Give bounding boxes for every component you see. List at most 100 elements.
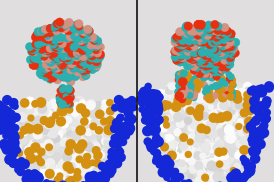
Circle shape <box>102 129 112 140</box>
Circle shape <box>27 178 35 182</box>
Circle shape <box>247 161 256 171</box>
Circle shape <box>87 58 95 67</box>
Circle shape <box>110 134 118 142</box>
Circle shape <box>167 92 177 102</box>
Circle shape <box>33 42 41 50</box>
Circle shape <box>44 159 53 168</box>
Circle shape <box>189 56 197 64</box>
Circle shape <box>56 34 64 43</box>
Circle shape <box>16 163 25 172</box>
Circle shape <box>203 119 211 127</box>
Circle shape <box>226 154 236 164</box>
Circle shape <box>208 37 216 46</box>
Circle shape <box>205 128 213 136</box>
Circle shape <box>216 58 224 67</box>
Circle shape <box>88 65 96 74</box>
Circle shape <box>79 142 88 151</box>
Circle shape <box>178 86 188 96</box>
Circle shape <box>201 58 210 66</box>
Circle shape <box>79 27 88 36</box>
Circle shape <box>65 99 73 107</box>
Circle shape <box>172 51 181 60</box>
Circle shape <box>38 125 46 132</box>
Circle shape <box>52 156 60 164</box>
Circle shape <box>174 47 183 56</box>
Circle shape <box>70 64 78 73</box>
Circle shape <box>184 50 192 59</box>
Circle shape <box>177 144 186 153</box>
Circle shape <box>70 144 78 153</box>
Circle shape <box>78 54 87 62</box>
Circle shape <box>82 164 92 174</box>
Circle shape <box>46 24 55 33</box>
Circle shape <box>31 33 40 41</box>
Circle shape <box>33 106 41 114</box>
Circle shape <box>38 62 47 71</box>
Circle shape <box>64 44 72 52</box>
Circle shape <box>17 157 26 165</box>
Circle shape <box>39 106 50 116</box>
Circle shape <box>172 115 181 124</box>
Circle shape <box>48 100 58 109</box>
Circle shape <box>28 126 39 136</box>
Circle shape <box>79 58 87 66</box>
Circle shape <box>199 38 207 46</box>
Circle shape <box>160 143 169 152</box>
Circle shape <box>114 152 123 161</box>
Circle shape <box>5 115 15 124</box>
Circle shape <box>96 43 104 51</box>
Circle shape <box>231 169 239 177</box>
Circle shape <box>55 65 64 73</box>
Circle shape <box>226 133 236 144</box>
Circle shape <box>164 87 172 95</box>
Circle shape <box>190 94 198 101</box>
Circle shape <box>37 147 45 156</box>
Circle shape <box>22 173 32 182</box>
Circle shape <box>52 69 61 77</box>
Circle shape <box>202 96 212 105</box>
Circle shape <box>40 164 50 174</box>
Circle shape <box>209 171 218 179</box>
Circle shape <box>74 68 82 76</box>
Circle shape <box>233 94 242 104</box>
Circle shape <box>218 65 226 73</box>
Circle shape <box>165 124 175 134</box>
Circle shape <box>51 29 60 38</box>
Circle shape <box>186 87 194 95</box>
Circle shape <box>188 136 198 146</box>
Circle shape <box>58 123 68 133</box>
Circle shape <box>226 89 232 95</box>
Circle shape <box>200 53 209 62</box>
Circle shape <box>57 123 67 134</box>
Circle shape <box>89 176 99 182</box>
Circle shape <box>34 28 42 36</box>
Circle shape <box>48 113 55 120</box>
Circle shape <box>36 135 44 143</box>
Circle shape <box>19 123 26 131</box>
Circle shape <box>231 102 240 111</box>
Circle shape <box>187 145 196 154</box>
Circle shape <box>70 43 78 51</box>
Circle shape <box>58 108 67 117</box>
Circle shape <box>188 47 196 56</box>
Circle shape <box>51 23 59 32</box>
Circle shape <box>90 40 99 49</box>
Circle shape <box>58 180 68 182</box>
Circle shape <box>218 93 227 102</box>
Circle shape <box>202 126 211 134</box>
Circle shape <box>76 60 84 68</box>
Circle shape <box>185 179 193 182</box>
Circle shape <box>110 124 120 133</box>
Circle shape <box>0 100 1 109</box>
Circle shape <box>116 136 124 144</box>
Circle shape <box>122 121 130 129</box>
Circle shape <box>83 64 92 73</box>
Circle shape <box>8 149 18 159</box>
Circle shape <box>83 65 91 74</box>
Circle shape <box>173 34 181 43</box>
Circle shape <box>206 34 214 42</box>
Circle shape <box>179 133 188 142</box>
Circle shape <box>181 143 192 154</box>
Circle shape <box>0 111 1 119</box>
Circle shape <box>153 136 161 145</box>
